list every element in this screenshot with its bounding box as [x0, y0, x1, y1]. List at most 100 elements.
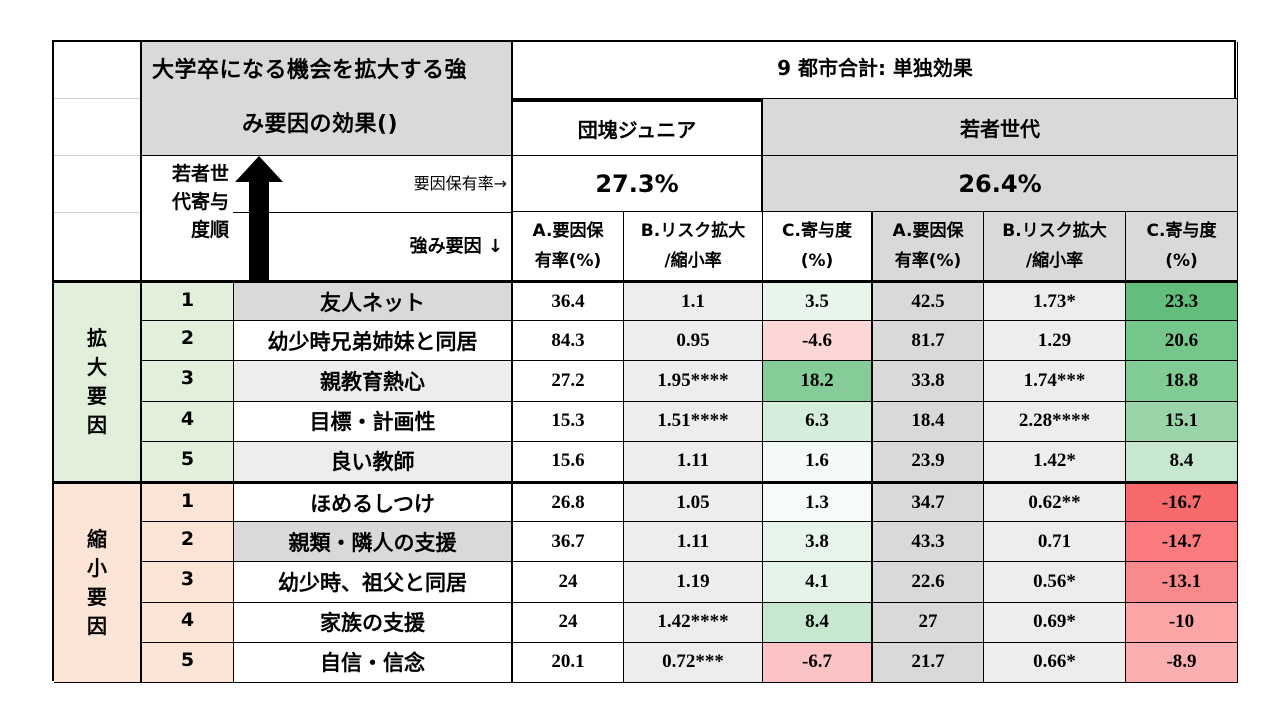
group-header-youth: 若者世代 [763, 99, 1238, 156]
title-line-2: み要因の効果() [242, 112, 399, 137]
value-b1-cell: 1.95**** [624, 361, 763, 402]
value-a2-cell: 22.6 [873, 562, 984, 603]
rank-header-line-2: 代寄与 [171, 191, 229, 213]
col-c-line-2: (%) [1165, 251, 1198, 271]
value-b1-cell: 1.05 [624, 481, 763, 523]
factor-cell: 良い教師 [233, 441, 513, 482]
section-shrink-char: 要 [87, 584, 107, 609]
factor-cell: 自信・信念 [233, 642, 513, 683]
group-header-dankai: 団塊ジュニア [513, 99, 763, 156]
value-c1-cell: 8.4 [763, 602, 873, 643]
rank-header-line-3: 度順 [190, 219, 229, 241]
col-b-line-1: B.リスク拡大 [640, 221, 746, 241]
rank-cell: 5 [142, 441, 233, 482]
value-a1-cell: 24 [513, 562, 624, 603]
value-a2-cell: 43.3 [873, 522, 984, 563]
section-shrink-char: 小 [87, 555, 107, 580]
col-b-youth: B.リスク拡大/縮小率 [984, 212, 1126, 281]
value-a1-cell: 20.1 [513, 642, 624, 683]
value-b1-cell: 1.42**** [624, 602, 763, 643]
value-c1-cell: -4.6 [763, 321, 873, 362]
value-a1-cell: 27.2 [513, 361, 624, 402]
rate-label: 要因保有率→ [413, 174, 507, 193]
col-a-line-1: A.要因保 [892, 221, 964, 241]
col-c-line-1: C.寄与度 [1146, 221, 1217, 241]
section-expand-char: 要 [87, 383, 107, 408]
value-c2-cell: -16.7 [1126, 481, 1238, 523]
section-expand-char: 大 [87, 354, 107, 379]
value-a1-cell: 15.6 [513, 441, 624, 482]
col-b-line-2: /縮小率 [664, 251, 722, 271]
factor-cell: 目標・計画性 [233, 401, 513, 442]
value-b1-cell: 1.11 [624, 441, 763, 482]
value-c1-cell: 18.2 [763, 361, 873, 402]
value-a1-cell: 84.3 [513, 321, 624, 362]
value-a1-cell: 36.7 [513, 522, 624, 563]
factor-cell: 幼少時、祖父と同居 [233, 562, 513, 603]
value-b2-cell: 1.29 [984, 321, 1126, 362]
col-a-line-2: 有率(%) [534, 251, 602, 271]
factor-cell: 家族の支援 [233, 602, 513, 643]
col-a-dankai: A.要因保有率(%) [513, 212, 624, 281]
rank-cell: 2 [142, 321, 233, 362]
col-c-youth: C.寄与度 (%) [1126, 212, 1238, 281]
value-a1-cell: 36.4 [513, 281, 624, 322]
section-shrink-char: 因 [87, 613, 107, 638]
value-a2-cell: 27 [873, 602, 984, 643]
rank-cell: 5 [142, 642, 233, 683]
value-c1-cell: -6.7 [763, 642, 873, 683]
value-b2-cell: 1.73* [984, 281, 1126, 322]
rank-cell: 1 [142, 481, 233, 523]
value-a1-cell: 26.8 [513, 481, 624, 523]
value-b2-cell: 2.28**** [984, 401, 1126, 442]
up-arrow-icon [235, 156, 283, 280]
table-title: 大学卒になる機会を拡大する強 み要因の効果() [142, 42, 513, 156]
value-b1-cell: 1.19 [624, 562, 763, 603]
col-b-dankai: B.リスク拡大/縮小率 [624, 212, 763, 281]
value-c1-cell: 4.1 [763, 562, 873, 603]
value-c2-cell: 15.1 [1126, 401, 1238, 442]
value-b1-cell: 1.1 [624, 281, 763, 322]
value-a2-cell: 81.7 [873, 321, 984, 362]
value-b2-cell: 0.71 [984, 522, 1126, 563]
value-a2-cell: 23.9 [873, 441, 984, 482]
value-c2-cell: 23.3 [1126, 281, 1238, 322]
value-b2-cell: 0.62** [984, 481, 1126, 523]
factor-cell: ほめるしつけ [233, 481, 513, 523]
factor-cell: 親教育熱心 [233, 361, 513, 402]
value-c1-cell: 1.6 [763, 441, 873, 482]
value-b2-cell: 0.56* [984, 562, 1126, 603]
value-c1-cell: 6.3 [763, 401, 873, 442]
value-c2-cell: 18.8 [1126, 361, 1238, 402]
col-a-line-1: A.要因保 [532, 221, 604, 241]
col-a-line-2: 有率(%) [894, 251, 962, 271]
value-c2-cell: 20.6 [1126, 321, 1238, 362]
value-a2-cell: 21.7 [873, 642, 984, 683]
value-c2-cell: -8.9 [1126, 642, 1238, 683]
section-expand-char: 拡 [87, 325, 107, 350]
col-b-line-2: /縮小率 [1025, 251, 1084, 271]
value-b2-cell: 1.74*** [984, 361, 1126, 402]
corner-blank [54, 42, 142, 281]
factor-cell: 友人ネット [233, 281, 513, 322]
rank-header: 若者世 代寄与 度順 [142, 156, 233, 281]
rank-cell: 1 [142, 281, 233, 322]
rank-header-line-1: 若者世 [171, 163, 229, 185]
value-b2-cell: 1.42* [984, 441, 1126, 482]
rank-cell: 4 [142, 602, 233, 643]
value-c1-cell: 1.3 [763, 481, 873, 523]
value-a2-cell: 33.8 [873, 361, 984, 402]
rank-cell: 3 [142, 562, 233, 603]
factor-header: 要因保有率→ 強み要因 ↓ [233, 156, 513, 281]
section-shrink: 縮 小 要 因 [54, 481, 142, 683]
rate-youth: 26.4% [763, 156, 1238, 212]
value-c2-cell: 8.4 [1126, 441, 1238, 482]
section-shrink-char: 縮 [87, 526, 107, 551]
value-a2-cell: 34.7 [873, 481, 984, 523]
value-a2-cell: 18.4 [873, 401, 984, 442]
col-c-line-1: C.寄与度 [782, 221, 852, 241]
title-line-1: 大学卒になる機会を拡大する強 [152, 58, 468, 83]
results-table: 大学卒になる機会を拡大する強 み要因の効果() 9 都市合計: 単独効果 団塊ジ… [52, 40, 1238, 683]
value-a1-cell: 24 [513, 602, 624, 643]
col-a-youth: A.要因保有率(%) [873, 212, 984, 281]
